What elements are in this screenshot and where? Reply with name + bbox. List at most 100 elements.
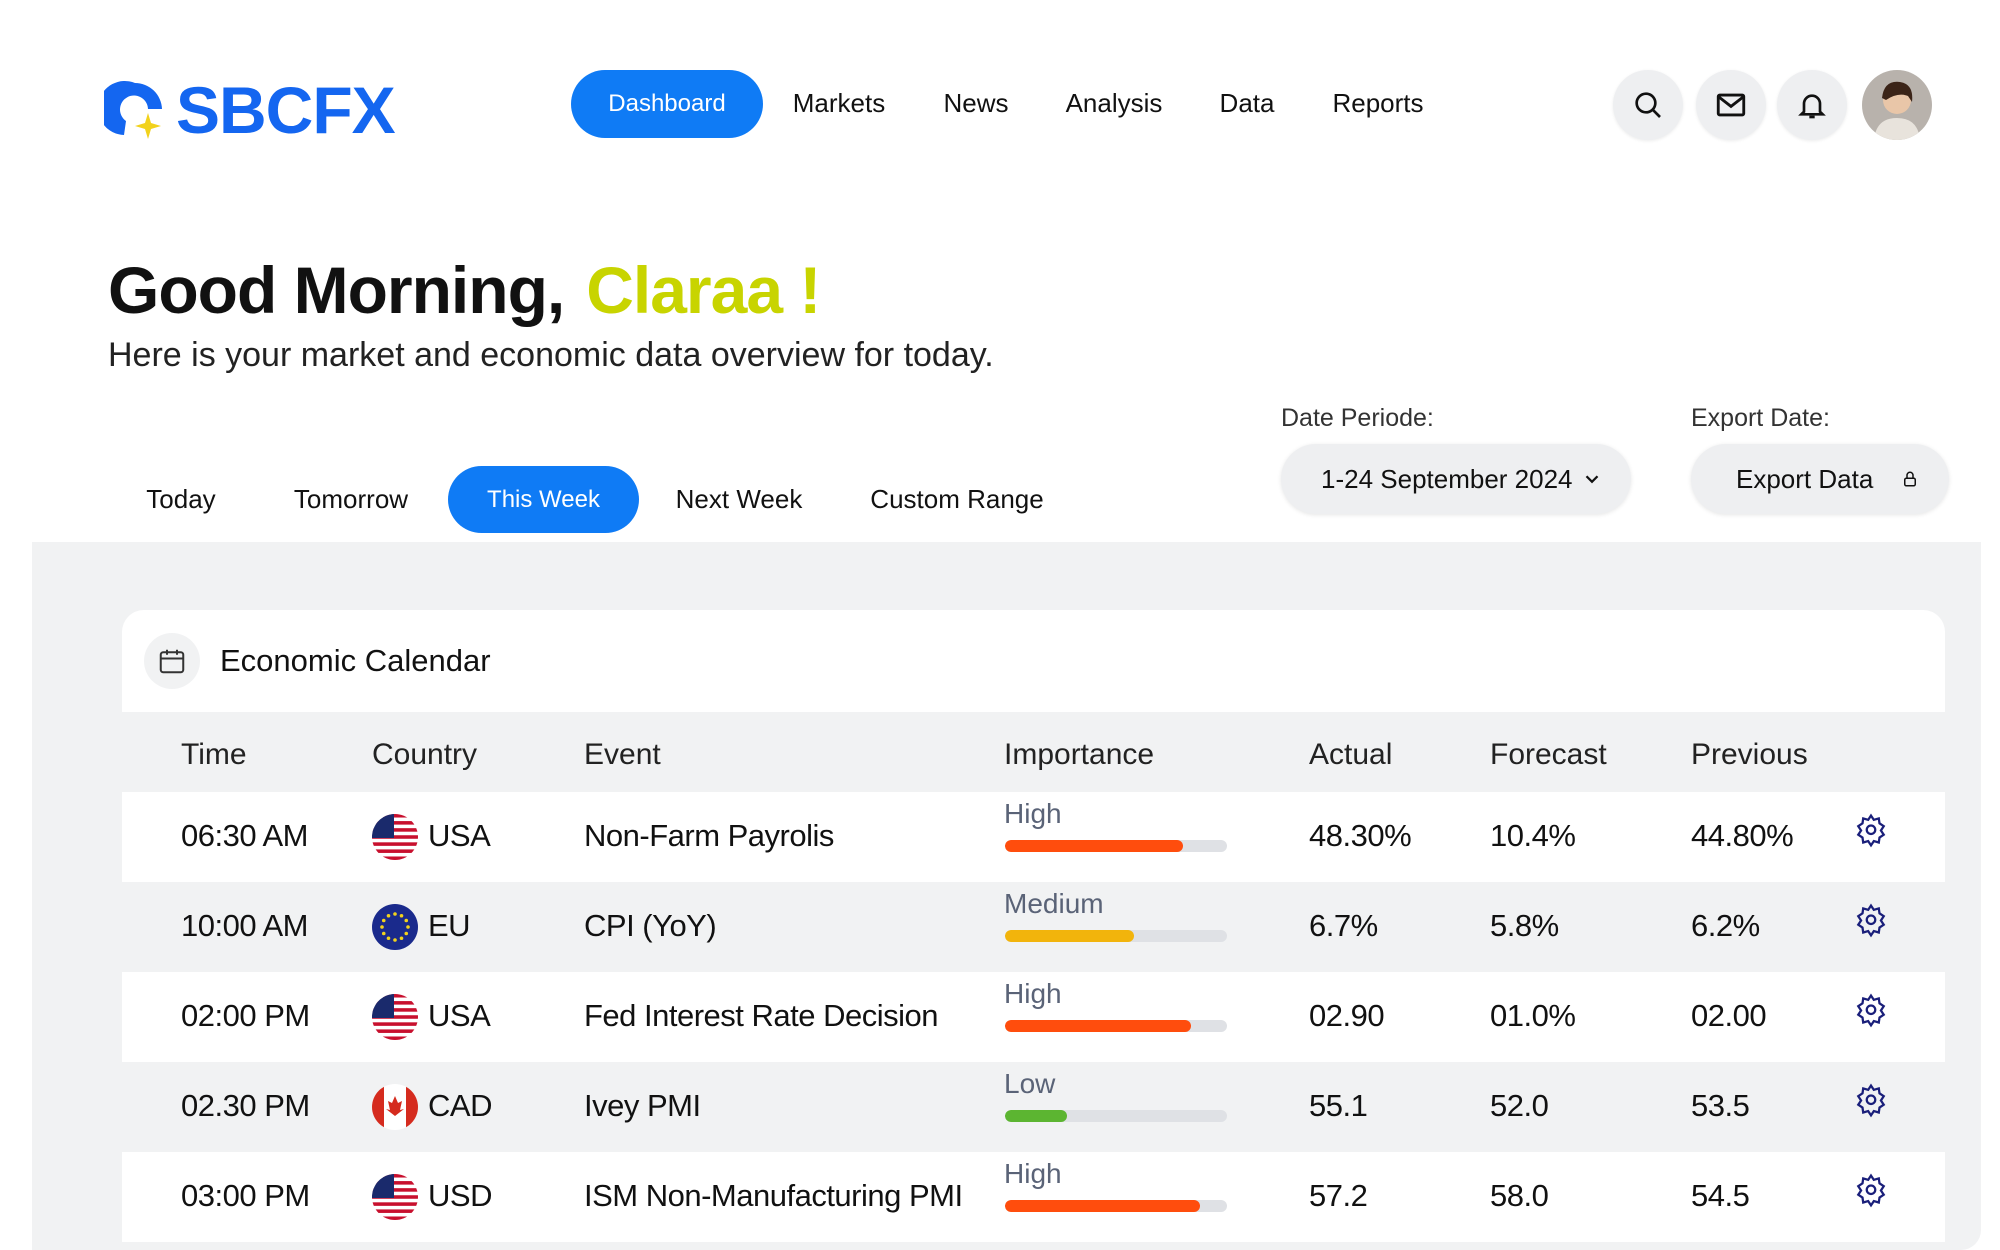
us-flag-icon xyxy=(372,1174,418,1220)
nav-news[interactable]: News xyxy=(943,88,1009,118)
col-time: Time xyxy=(181,738,247,771)
user-name: Claraa ! xyxy=(586,253,821,327)
previous-value: 53.5 xyxy=(1691,1088,1750,1123)
greeting-subtitle: Here is your market and economic data ov… xyxy=(108,336,994,374)
gear-icon[interactable] xyxy=(1854,902,1888,946)
tab-this-week[interactable]: This Week xyxy=(448,466,639,533)
mail-icon xyxy=(1716,93,1746,117)
ca-flag-icon xyxy=(372,1084,418,1130)
previous-value: 02.00 xyxy=(1691,998,1767,1033)
date-period-label: Date Periode: xyxy=(1281,404,1434,432)
logo[interactable]: SBCFX xyxy=(104,72,396,148)
calendar-title: Economic Calendar xyxy=(220,643,491,678)
chevron-down-icon xyxy=(1585,475,1599,484)
importance-label: High xyxy=(1004,798,1062,829)
forecast-value: 5.8% xyxy=(1490,908,1559,943)
greeting: Good Morning, Claraa ! xyxy=(108,252,821,328)
importance-label: High xyxy=(1004,978,1062,1009)
nav-markets[interactable]: Markets xyxy=(792,88,886,118)
importance-bar-fill xyxy=(1005,1020,1192,1032)
importance-label: High xyxy=(1004,1158,1062,1189)
us-flag-icon xyxy=(372,994,418,1040)
importance-bar xyxy=(1005,840,1227,852)
calendar-header: Economic Calendar xyxy=(122,610,1945,712)
greeting-prefix: Good Morning, xyxy=(108,253,565,327)
calendar-icon xyxy=(159,649,185,674)
tab-tomorrow[interactable]: Tomorrow xyxy=(293,484,409,514)
gear-icon[interactable] xyxy=(1854,1082,1888,1126)
actual-value: 6.7% xyxy=(1309,908,1378,943)
importance-bar-fill xyxy=(1005,930,1134,942)
importance-bar-fill xyxy=(1005,840,1183,852)
previous-value: 44.80% xyxy=(1691,818,1794,853)
importance-bar-fill xyxy=(1005,1200,1201,1212)
event-time: 03:00 PM xyxy=(181,1178,310,1213)
col-importance: Importance xyxy=(1004,738,1155,771)
gear-icon[interactable] xyxy=(1854,812,1888,856)
search-icon xyxy=(1635,92,1661,118)
importance-bar-fill xyxy=(1005,1110,1068,1122)
date-period-dropdown[interactable]: 1-24 September 2024 xyxy=(1281,444,1631,514)
previous-value: 54.5 xyxy=(1691,1178,1750,1213)
export-data-button[interactable]: Export Data xyxy=(1691,444,1949,514)
country-code: EU xyxy=(428,908,471,943)
event-name[interactable]: ISM Non-Manufacturing PMI xyxy=(584,1178,963,1213)
event-name[interactable]: Ivey PMI xyxy=(584,1088,701,1123)
country-code: USD xyxy=(428,1178,492,1213)
actual-value: 57.2 xyxy=(1309,1178,1368,1213)
country-code: USA xyxy=(428,998,491,1033)
col-forecast: Forecast xyxy=(1490,738,1607,771)
lock-icon xyxy=(1904,471,1916,487)
forecast-value: 10.4% xyxy=(1490,818,1576,853)
forecast-value: 01.0% xyxy=(1490,998,1576,1033)
date-period-value: 1-24 September 2024 xyxy=(1321,463,1573,494)
eu-flag-icon xyxy=(372,904,418,950)
user-portrait-icon xyxy=(1874,81,1920,140)
search-button[interactable] xyxy=(1613,70,1683,140)
event-time: 02.30 PM xyxy=(181,1088,310,1123)
event-time: 10:00 AM xyxy=(181,908,308,943)
nav-dashboard[interactable]: Dashboard xyxy=(571,70,763,138)
brand-name: SBCFX xyxy=(176,73,396,147)
event-name[interactable]: Fed Interest Rate Decision xyxy=(584,998,939,1033)
nav-analysis[interactable]: Analysis xyxy=(1065,88,1163,118)
importance-bar xyxy=(1005,1020,1227,1032)
table-row[interactable]: 02.30 PM CAD Ivey PMI Low 55.1 52.0 53.5 xyxy=(122,1062,1945,1152)
importance-bar xyxy=(1005,930,1227,942)
gear-icon[interactable] xyxy=(1854,1172,1888,1216)
notifications-button[interactable] xyxy=(1777,70,1847,140)
nav-reports[interactable]: Reports xyxy=(1332,88,1424,118)
event-name[interactable]: Non-Farm Payrolis xyxy=(584,818,834,853)
nav-data[interactable]: Data xyxy=(1219,88,1275,118)
mail-button[interactable] xyxy=(1696,70,1766,140)
importance-bar xyxy=(1005,1200,1227,1212)
tab-custom-range[interactable]: Custom Range xyxy=(870,484,1044,514)
forecast-value: 58.0 xyxy=(1490,1178,1549,1213)
table-row[interactable]: 03:00 PM USD ISM Non-Manufacturing PMI H… xyxy=(122,1152,1945,1242)
importance-label: Medium xyxy=(1004,888,1104,919)
us-flag-icon xyxy=(372,814,418,860)
previous-value: 6.2% xyxy=(1691,908,1760,943)
country-code: USA xyxy=(428,818,491,853)
col-previous: Previous xyxy=(1691,738,1808,771)
actual-value: 48.30% xyxy=(1309,818,1412,853)
avatar[interactable] xyxy=(1862,70,1932,140)
col-country: Country xyxy=(372,738,478,771)
export-button-label: Export Data xyxy=(1736,463,1874,494)
tab-today[interactable]: Today xyxy=(146,484,216,514)
col-actual: Actual xyxy=(1309,738,1393,771)
event-time: 02:00 PM xyxy=(181,998,310,1033)
importance-label: Low xyxy=(1004,1068,1056,1099)
gear-icon[interactable] xyxy=(1854,992,1888,1036)
country-code: CAD xyxy=(428,1088,492,1123)
event-name[interactable]: CPI (YoY) xyxy=(584,908,717,943)
event-time: 06:30 AM xyxy=(181,818,308,853)
calendar-icon-wrap xyxy=(144,633,200,689)
actual-value: 55.1 xyxy=(1309,1088,1368,1123)
tab-next-week[interactable]: Next Week xyxy=(675,484,803,514)
bell-icon xyxy=(1798,94,1826,119)
col-event: Event xyxy=(584,738,661,771)
table-row[interactable]: 10:00 AM EU CPI (YoY) Medium 6.7% 5.8% 6… xyxy=(122,882,1945,972)
table-row[interactable]: 02:00 PM USA Fed Interest Rate Decision … xyxy=(122,972,1945,1062)
table-row[interactable]: 06:30 AM USA Non-Farm Payrolis High 48.3… xyxy=(122,792,1945,882)
